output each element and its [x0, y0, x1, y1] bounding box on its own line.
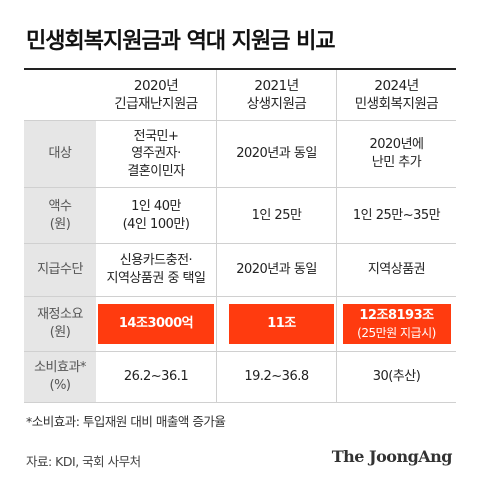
cell-amount-2024: 1인 25만~35만 [336, 188, 456, 243]
row-label-text: 액수 [48, 198, 72, 214]
row-label-method: 지급수단 [24, 244, 96, 296]
cell-text: 2020년과 동일 [236, 262, 317, 278]
cell-text: (25만원 지급시) [357, 325, 436, 340]
top-rule [24, 68, 456, 70]
cell-text: 영주권자· [131, 146, 181, 162]
table-row-budget: 재정소요 (원) 14조3000억 11조 12조8193조 (25만원 지급시… [24, 297, 456, 352]
cell-text: 지역상품권 [367, 262, 426, 278]
table-row-amount: 액수 (원) 1인 40만 (4인 100만) 1인 25만 1인 25만~35… [24, 188, 456, 244]
page-title: 민생회복지원금과 역대 지원금 비교 [26, 29, 336, 54]
cell-text: 19.2~36.8 [244, 369, 309, 385]
column-header-2020: 2020년 긴급재난지원금 [96, 70, 216, 120]
header-empty-cell [24, 70, 96, 120]
cell-text: 2020년과 동일 [236, 146, 317, 162]
row-label-text: (%) [49, 378, 72, 393]
cell-text: 난민 추가 [371, 155, 422, 170]
cell-text: 신용카드충전· [119, 253, 193, 269]
cell-target-2020: 전국민+ 영주권자· 결혼이민자 [96, 121, 216, 187]
cell-budget-2021: 11조 [216, 297, 336, 351]
row-label-text: 재정소요 [37, 307, 83, 323]
column-header-year: 2024년 [374, 77, 419, 94]
cell-text: 결혼이민자 [127, 163, 185, 179]
publisher-logo: The JoongAng [331, 447, 453, 466]
cell-effect-2021: 19.2~36.8 [216, 352, 336, 402]
cell-text: (4인 100만) [122, 216, 190, 232]
cell-budget-2020: 14조3000억 [96, 297, 216, 351]
cell-text: 1인 40만 [131, 198, 181, 214]
cell-text: 전국민+ [133, 128, 179, 144]
cell-target-2021: 2020년과 동일 [216, 121, 336, 187]
cell-method-2020: 신용카드충전· 지역상품권 중 택일 [96, 244, 216, 296]
row-label-text: 대상 [48, 146, 72, 162]
comparison-table: 2020년 긴급재난지원금 2021년 상생지원금 2024년 민생회복지원금 … [24, 70, 456, 403]
cell-text: 12조8193조 [359, 308, 434, 324]
column-header-year: 2020년 [133, 77, 179, 94]
cell-effect-2024: 30(추산) [336, 352, 456, 402]
budget-highlight-bar: 12조8193조 (25만원 지급시) [342, 304, 451, 344]
row-label-budget: 재정소요 (원) [24, 297, 96, 351]
cell-method-2021: 2020년과 동일 [216, 244, 336, 296]
row-label-amount: 액수 (원) [24, 188, 96, 243]
column-header-name: 상생지원금 [246, 96, 307, 112]
cell-budget-2024: 12조8193조 (25만원 지급시) [336, 297, 456, 351]
row-label-text: 지급수단 [37, 262, 83, 278]
row-label-text: 소비효과* [34, 360, 86, 376]
cell-text: 1인 25만 [251, 207, 302, 223]
cell-text: 1인 25만~35만 [352, 207, 441, 223]
cell-amount-2021: 1인 25만 [216, 188, 336, 243]
cell-target-2024: 2020년에 난민 추가 [336, 121, 456, 187]
table-row-method: 지급수단 신용카드충전· 지역상품권 중 택일 2020년과 동일 지역상품권 [24, 244, 456, 297]
row-label-text: (원) [49, 216, 71, 232]
source-credit: 자료: KDI, 국회 사무처 [26, 454, 141, 469]
column-header-name: 민생회복지원금 [354, 96, 439, 112]
column-header-2024: 2024년 민생회복지원금 [336, 70, 456, 120]
table-row-effect: 소비효과* (%) 26.2~36.1 19.2~36.8 30(추산) [24, 352, 456, 403]
column-header-name: 긴급재난지원금 [114, 96, 198, 112]
row-label-text: (원) [49, 325, 71, 340]
budget-highlight-bar: 11조 [229, 304, 334, 344]
cell-text: 2020년에 [369, 137, 424, 153]
column-header-2021: 2021년 상생지원금 [216, 70, 336, 120]
cell-text: 26.2~36.1 [123, 369, 189, 385]
cell-text: 14조3000억 [118, 316, 194, 332]
row-label-effect: 소비효과* (%) [24, 352, 96, 402]
row-label-target: 대상 [24, 121, 96, 187]
budget-highlight-bar: 14조3000억 [98, 304, 214, 344]
footnote: *소비효과: 투입재원 대비 매출액 증가율 [26, 414, 226, 429]
table-header-row: 2020년 긴급재난지원금 2021년 상생지원금 2024년 민생회복지원금 [24, 70, 456, 121]
cell-text: 30(추산) [372, 369, 421, 385]
cell-text: 지역상품권 중 택일 [106, 271, 206, 286]
cell-method-2024: 지역상품권 [336, 244, 456, 296]
cell-text: 11조 [267, 316, 296, 332]
table-row-target: 대상 전국민+ 영주권자· 결혼이민자 2020년과 동일 2020년에 난민 … [24, 121, 456, 188]
column-header-year: 2021년 [254, 77, 299, 94]
cell-effect-2020: 26.2~36.1 [96, 352, 216, 402]
cell-amount-2020: 1인 40만 (4인 100만) [96, 188, 216, 243]
